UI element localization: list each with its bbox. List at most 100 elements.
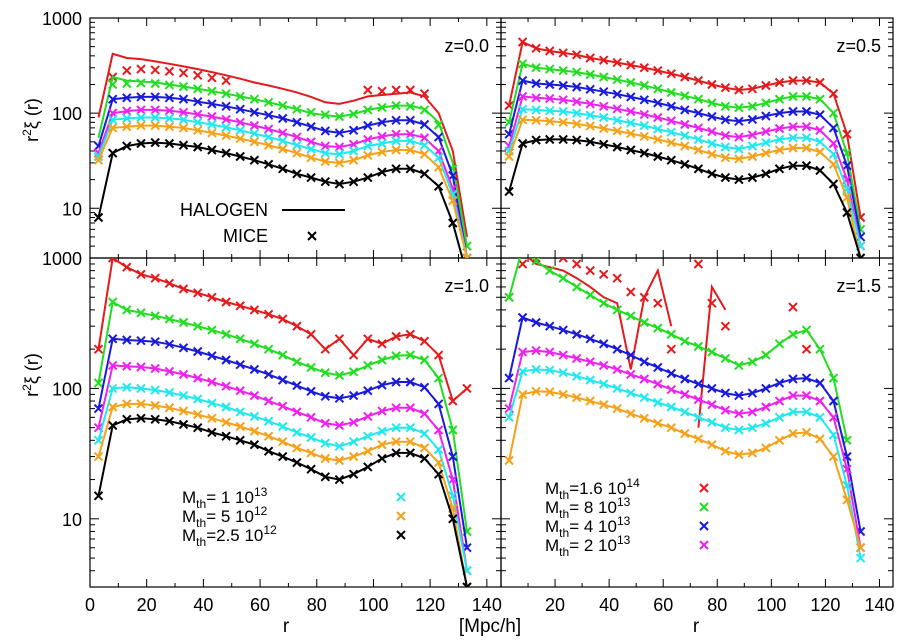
marker-green [761,350,771,360]
marker-cyan [221,402,231,412]
panel-4-series [504,258,866,563]
marker-orange [164,403,175,413]
marker-cyan [626,388,636,398]
marker-cyan [192,117,203,128]
marker-green [747,101,758,112]
marker-orange [122,121,132,132]
marker-green [306,107,316,118]
marker-cyan [263,416,274,426]
marker-orange [93,155,104,165]
marker-green [235,91,245,102]
marker-cyan [292,140,302,150]
marker-magenta [277,401,288,411]
panel-title: z=0.5 [836,36,881,56]
marker-red [666,68,677,79]
marker-green [558,65,568,76]
mass-legend-label: Mth= 5 1012 [182,504,268,530]
series-line-cyan [97,386,468,571]
marker-black [348,469,359,479]
marker-red [544,46,555,56]
marker-green [122,305,132,315]
marker-blue [571,82,582,92]
marker-blue [448,170,458,181]
mass-legend-label: Mth= 2 1013 [545,533,631,559]
marker-green [136,78,146,88]
svg-text:r2ξ (r): r2ξ (r) [20,98,42,142]
marker-blue [164,93,175,103]
marker-orange [626,128,636,139]
marker-orange [720,446,731,456]
marker-blue [517,75,528,86]
marker-cyan [734,425,744,435]
marker-blue [263,110,274,120]
marker-magenta [761,402,771,412]
marker-red [363,85,373,95]
marker-green [107,79,118,90]
marker-red [788,302,798,312]
marker-cyan [720,422,731,433]
marker-green [531,258,541,266]
series-line-magenta [508,95,862,247]
marker-cyan [377,138,387,149]
marker-green [693,94,704,104]
marker-red [734,85,744,95]
marker-red [235,301,245,311]
marker-cyan [707,138,717,149]
marker-cyan [292,427,302,438]
marker-orange [93,451,104,462]
panel-2-series [504,37,866,258]
x-axis-label-left: r [283,616,290,637]
marker-orange [504,455,514,466]
marker-red [150,65,160,75]
marker-magenta [680,119,690,130]
y-tick-label: 1000 [42,249,82,269]
marker-cyan [571,371,582,381]
marker-magenta [801,121,812,132]
marker-magenta [164,105,175,116]
series-layer [93,37,866,587]
marker-magenta [774,396,785,406]
x-tick-label: 80 [707,595,727,615]
marker-blue [707,383,717,394]
marker-cyan [433,152,444,163]
marker-red [680,72,690,82]
y-tick-label: 10 [62,510,82,530]
marker-cyan [626,118,636,128]
marker-red [192,288,203,298]
marker-blue [585,334,595,344]
marker-cyan [558,106,568,117]
marker-cyan [693,412,704,423]
marker-black [504,186,514,197]
marker-cyan [136,383,146,394]
marker-black [544,134,555,145]
marker-blue [405,377,416,387]
marker-cyan [639,120,650,131]
marker-green [544,265,555,276]
marker-cyan [720,142,731,152]
marker-green [122,78,132,89]
marker-blue [377,380,387,390]
marker-green [363,105,373,115]
marker-magenta [626,106,636,117]
marker-green [801,91,812,102]
marker-cyan [504,412,514,423]
panel-1-series [93,52,472,258]
x-tick-label: 140 [864,595,894,615]
series-line-blue [508,79,862,238]
marker-orange [150,400,160,411]
marker-black [639,148,650,158]
marker-green [747,357,758,367]
marker-green [815,344,825,354]
marker-magenta [136,362,146,372]
y-tick-label: 10 [62,199,82,219]
series-line-cyan [508,108,862,247]
marker-red [292,321,302,331]
marker-green [377,355,387,365]
marker-green [828,108,839,118]
marker-cyan [585,375,595,385]
marker-cyan [164,387,175,398]
marker-red [801,75,812,86]
marker-orange [419,149,430,159]
